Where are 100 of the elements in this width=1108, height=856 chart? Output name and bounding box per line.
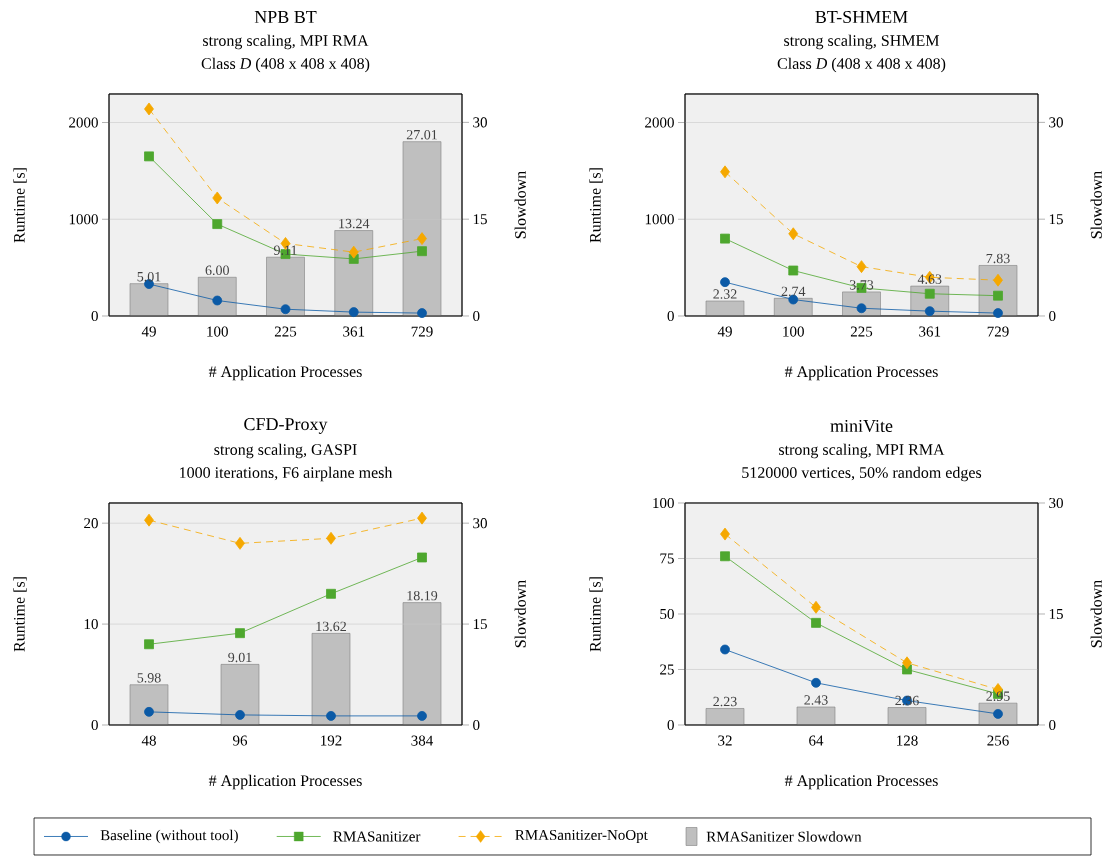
y2-tick-label: 15 bbox=[1049, 214, 1063, 225]
data-label: 6.00 bbox=[205, 265, 229, 276]
point bbox=[144, 102, 154, 116]
data-label: 2.43 bbox=[804, 695, 828, 705]
y-tick-label: 75 bbox=[660, 553, 674, 564]
y-tick-label: 2000 bbox=[645, 117, 674, 128]
chart-subtitle: strong scaling, MPI RMA bbox=[779, 443, 945, 459]
y-tick-label: 25 bbox=[660, 664, 674, 675]
y-tick-label: 50 bbox=[660, 608, 674, 620]
y2-tick-label: 30 bbox=[473, 117, 487, 128]
bar bbox=[129, 684, 169, 726]
data-label: 2.74 bbox=[781, 286, 806, 297]
point bbox=[720, 233, 730, 244]
x-tick-label: 49 bbox=[717, 326, 732, 337]
y2-tick-label: 15 bbox=[473, 619, 487, 630]
point bbox=[326, 588, 336, 599]
data-label: 9.01 bbox=[228, 652, 252, 663]
bar bbox=[220, 664, 260, 726]
chart-title: BT-SHMEM bbox=[815, 10, 908, 24]
point bbox=[144, 151, 154, 162]
bar bbox=[705, 300, 745, 317]
point bbox=[144, 513, 154, 527]
text: 5120000 vertices, 50% random edges bbox=[742, 466, 982, 482]
point bbox=[144, 639, 154, 650]
bar bbox=[197, 276, 237, 317]
data-label: 5.98 bbox=[137, 673, 161, 683]
y2-tick-label: 0 bbox=[473, 719, 480, 731]
point bbox=[811, 677, 821, 688]
x-axis-title: # Application Processes bbox=[208, 365, 362, 381]
x-tick-label: 64 bbox=[809, 735, 824, 746]
point bbox=[417, 308, 427, 318]
y-tick-label: 0 bbox=[91, 310, 98, 322]
y2-tick-label: 0 bbox=[473, 310, 480, 322]
data-label: 27.01 bbox=[406, 129, 437, 140]
point bbox=[993, 308, 1003, 318]
y2-tick-label: 30 bbox=[1049, 117, 1063, 128]
point bbox=[144, 706, 154, 717]
point bbox=[788, 265, 799, 276]
x-tick-label: 48 bbox=[141, 735, 156, 746]
point bbox=[235, 536, 245, 550]
y2-tick-label: 0 bbox=[1049, 310, 1056, 322]
x-tick-label: 361 bbox=[343, 326, 365, 337]
point bbox=[811, 600, 821, 614]
data-label: 2.23 bbox=[713, 696, 737, 707]
data-label: 13.24 bbox=[339, 218, 370, 229]
x-axis-title: # Application Processes bbox=[208, 774, 362, 790]
y-tick-label: 1000 bbox=[69, 214, 98, 225]
data-label: 18.19 bbox=[407, 590, 438, 601]
y-tick-label: 0 bbox=[667, 310, 674, 322]
text: Class D (408 x 408 x 408) bbox=[777, 57, 946, 73]
point bbox=[326, 711, 336, 721]
point bbox=[348, 307, 359, 318]
bar bbox=[311, 633, 351, 726]
y-axis-title: Runtime [s] bbox=[589, 168, 603, 243]
y2-tick-label: 30 bbox=[1049, 497, 1063, 509]
point bbox=[212, 191, 223, 205]
y-tick-label: 0 bbox=[667, 719, 674, 731]
legend-label: RMASanitizer Slowdown bbox=[706, 831, 862, 842]
y-tick-label: 10 bbox=[84, 619, 98, 630]
chart-subtitle: strong scaling, GASPI bbox=[214, 443, 357, 459]
chart-title: miniVite bbox=[830, 419, 893, 433]
x-tick-label: 384 bbox=[411, 735, 434, 746]
x-axis-title: # Application Processes bbox=[784, 774, 938, 790]
point bbox=[720, 527, 730, 541]
x-tick-label: 225 bbox=[850, 326, 873, 337]
x-tick-label: 729 bbox=[411, 326, 433, 337]
y-tick-label: 20 bbox=[84, 518, 98, 529]
chart-title: CFD-Proxy bbox=[244, 418, 328, 434]
point bbox=[993, 273, 1003, 287]
point bbox=[720, 644, 730, 655]
legend-label: RMASanitizer bbox=[333, 831, 421, 842]
y2-tick-label: 0 bbox=[1049, 719, 1056, 731]
point bbox=[326, 531, 336, 545]
data-label: 5.01 bbox=[137, 271, 161, 282]
y2-tick-label: 15 bbox=[1049, 608, 1063, 620]
point bbox=[280, 304, 291, 315]
point bbox=[720, 551, 730, 562]
y2-tick-label: 30 bbox=[473, 518, 487, 529]
point bbox=[235, 628, 245, 639]
point bbox=[417, 552, 427, 563]
point bbox=[924, 288, 935, 299]
y-axis-title: Runtime [s] bbox=[589, 577, 603, 652]
y2-axis-title: Slowdown bbox=[1090, 171, 1102, 239]
point bbox=[417, 711, 427, 721]
x-tick-label: 100 bbox=[783, 326, 804, 337]
y2-axis-title: Slowdown bbox=[514, 171, 526, 239]
point bbox=[212, 219, 223, 229]
data-label: 13.62 bbox=[316, 621, 346, 632]
x-tick-label: 128 bbox=[897, 735, 918, 746]
point bbox=[720, 277, 730, 288]
y-tick-label: 2000 bbox=[69, 117, 98, 128]
point bbox=[235, 710, 245, 720]
y-tick-label: 0 bbox=[91, 719, 98, 731]
legend-label: RMASanitizer-NoOpt bbox=[515, 829, 648, 844]
point bbox=[348, 245, 359, 259]
x-tick-label: 96 bbox=[232, 735, 248, 746]
y2-axis-title: Slowdown bbox=[514, 580, 526, 648]
y-axis-title: Runtime [s] bbox=[13, 168, 27, 243]
bar bbox=[129, 283, 169, 317]
y-tick-label: 100 bbox=[653, 497, 674, 509]
